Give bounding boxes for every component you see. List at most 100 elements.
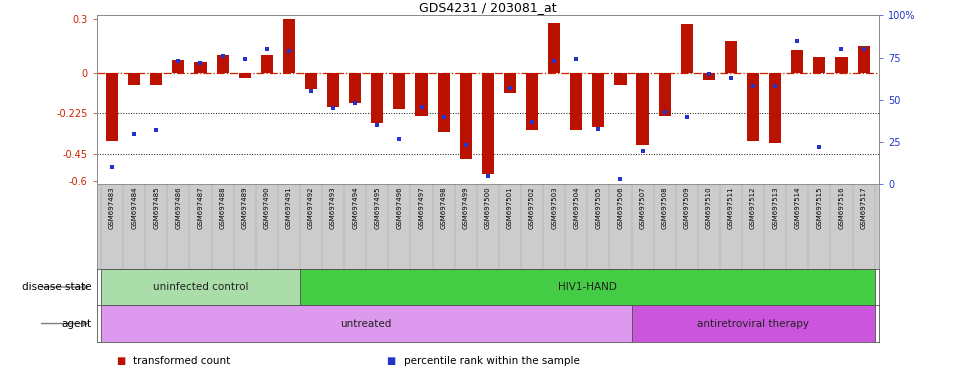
Point bbox=[104, 164, 120, 170]
Point bbox=[525, 119, 540, 125]
Bar bbox=[548, 23, 560, 73]
Text: ■: ■ bbox=[116, 356, 126, 366]
Text: GSM697484: GSM697484 bbox=[131, 187, 137, 229]
Point bbox=[590, 126, 606, 132]
Text: GSM697494: GSM697494 bbox=[353, 187, 358, 229]
Point bbox=[657, 109, 672, 115]
Text: antiretroviral therapy: antiretroviral therapy bbox=[697, 318, 810, 329]
Bar bbox=[482, 73, 494, 174]
Point bbox=[724, 75, 739, 81]
Text: agent: agent bbox=[62, 318, 92, 329]
Point bbox=[612, 176, 628, 182]
Bar bbox=[101, 269, 300, 305]
Text: GSM697487: GSM697487 bbox=[197, 187, 204, 230]
Bar bbox=[239, 73, 251, 78]
Point bbox=[767, 83, 782, 89]
Text: uninfected control: uninfected control bbox=[153, 282, 248, 292]
Text: percentile rank within the sample: percentile rank within the sample bbox=[404, 356, 580, 366]
Bar bbox=[261, 55, 272, 73]
Bar bbox=[791, 50, 804, 73]
Point bbox=[326, 105, 341, 111]
Text: GSM697516: GSM697516 bbox=[838, 187, 844, 230]
Bar bbox=[703, 73, 715, 80]
Point bbox=[436, 114, 451, 120]
Bar bbox=[724, 41, 737, 73]
Point bbox=[746, 83, 761, 89]
Text: GSM697500: GSM697500 bbox=[485, 187, 491, 230]
Point bbox=[303, 88, 319, 94]
Point bbox=[679, 114, 695, 120]
Text: disease state: disease state bbox=[22, 282, 92, 292]
Text: GSM697512: GSM697512 bbox=[750, 187, 756, 229]
Point bbox=[214, 53, 230, 59]
Point bbox=[458, 142, 473, 149]
Text: GSM697506: GSM697506 bbox=[617, 187, 623, 230]
Point bbox=[259, 46, 274, 52]
Text: untreated: untreated bbox=[341, 318, 392, 329]
Text: GSM697492: GSM697492 bbox=[308, 187, 314, 229]
Text: GSM697495: GSM697495 bbox=[374, 187, 381, 229]
Bar bbox=[637, 73, 648, 145]
Text: GSM697503: GSM697503 bbox=[552, 187, 557, 230]
Text: GSM697515: GSM697515 bbox=[816, 187, 822, 229]
Point bbox=[856, 46, 871, 52]
Text: GSM697501: GSM697501 bbox=[507, 187, 513, 230]
Point bbox=[547, 58, 562, 64]
Bar bbox=[526, 73, 538, 131]
Text: GSM697514: GSM697514 bbox=[794, 187, 800, 229]
Text: GSM697497: GSM697497 bbox=[418, 187, 424, 230]
Bar bbox=[460, 73, 471, 159]
Bar bbox=[128, 73, 140, 86]
Bar bbox=[592, 73, 605, 127]
Point bbox=[193, 60, 209, 66]
Text: GSM697508: GSM697508 bbox=[662, 187, 668, 230]
Bar bbox=[194, 62, 207, 73]
Bar bbox=[813, 57, 826, 73]
Point bbox=[391, 136, 407, 142]
Bar bbox=[858, 46, 869, 73]
Text: GSM697504: GSM697504 bbox=[573, 187, 580, 229]
Point bbox=[789, 38, 805, 44]
Bar bbox=[216, 55, 229, 73]
Text: GSM697510: GSM697510 bbox=[706, 187, 712, 230]
Point bbox=[413, 104, 429, 110]
Bar bbox=[747, 73, 759, 141]
Text: transformed count: transformed count bbox=[133, 356, 231, 366]
Text: HIV1-HAND: HIV1-HAND bbox=[557, 282, 616, 292]
Point bbox=[569, 56, 584, 62]
Text: GSM697507: GSM697507 bbox=[639, 187, 645, 230]
Bar bbox=[836, 57, 847, 73]
Point bbox=[811, 144, 827, 150]
Bar bbox=[393, 73, 406, 109]
Text: GSM697499: GSM697499 bbox=[463, 187, 469, 230]
Text: GSM697502: GSM697502 bbox=[529, 187, 535, 229]
Bar bbox=[438, 73, 450, 132]
Point bbox=[370, 122, 385, 128]
Point bbox=[149, 127, 164, 133]
Bar bbox=[504, 73, 516, 93]
Text: ■: ■ bbox=[386, 356, 396, 366]
Bar bbox=[172, 60, 185, 73]
Point bbox=[834, 46, 849, 52]
Bar bbox=[327, 73, 339, 107]
Point bbox=[171, 58, 186, 64]
Bar bbox=[614, 73, 627, 86]
Text: GSM697513: GSM697513 bbox=[772, 187, 779, 230]
Text: GSM697486: GSM697486 bbox=[176, 187, 182, 230]
Bar bbox=[570, 73, 582, 131]
Text: GSM697490: GSM697490 bbox=[264, 187, 270, 230]
Text: GSM697485: GSM697485 bbox=[154, 187, 159, 229]
Text: GSM697493: GSM697493 bbox=[330, 187, 336, 230]
Point bbox=[237, 56, 252, 62]
Text: GSM697496: GSM697496 bbox=[396, 187, 403, 230]
Bar bbox=[283, 19, 295, 73]
Text: GSM697517: GSM697517 bbox=[861, 187, 867, 230]
Text: GSM697489: GSM697489 bbox=[242, 187, 247, 230]
Point bbox=[502, 85, 518, 91]
Bar bbox=[632, 305, 874, 342]
Bar bbox=[349, 73, 361, 103]
Text: GSM697483: GSM697483 bbox=[109, 187, 115, 230]
Text: GSM697509: GSM697509 bbox=[684, 187, 690, 230]
Point bbox=[348, 100, 363, 106]
Point bbox=[281, 48, 297, 54]
